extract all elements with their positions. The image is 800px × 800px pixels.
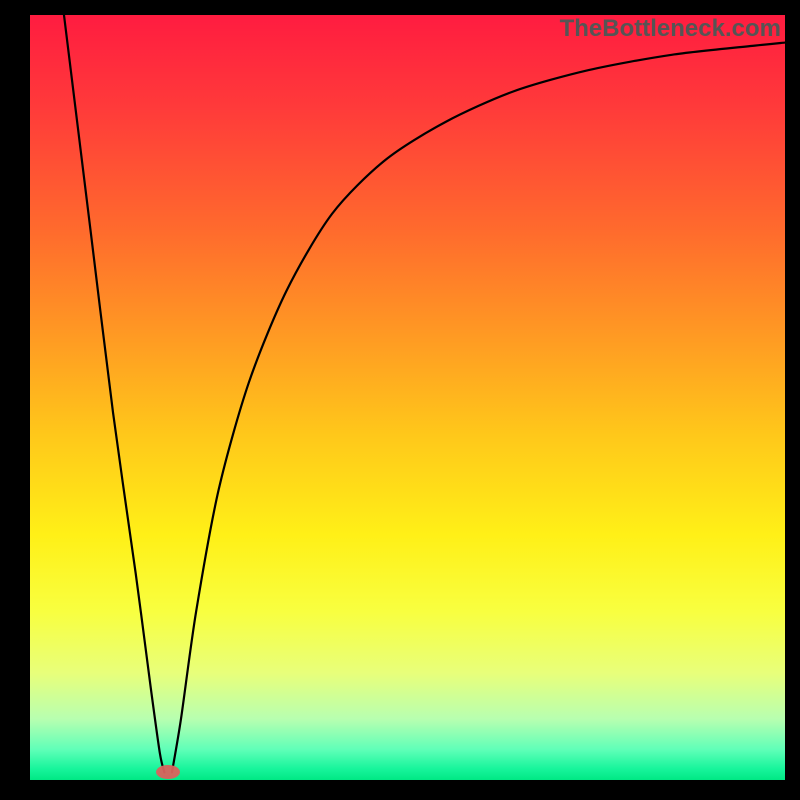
chart-frame: TheBottleneck.com [0,0,800,800]
curve-overlay [30,15,785,780]
valley-marker [156,765,180,779]
right-asymptote-curve [172,43,785,773]
left-descent-curve [64,15,164,772]
plot-area: TheBottleneck.com [30,15,785,780]
watermark-text: TheBottleneck.com [560,15,781,43]
